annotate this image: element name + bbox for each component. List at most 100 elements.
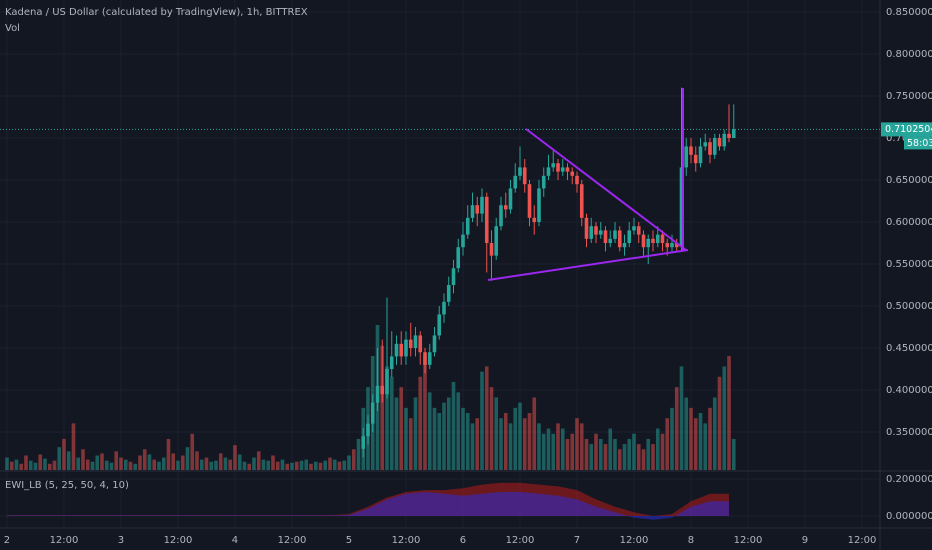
candle-body [684,146,689,168]
volume-bar [513,407,518,470]
volume-bar [674,387,679,470]
volume-bar [670,407,674,470]
indicator-area [7,492,729,520]
candle-body [660,234,665,244]
volume-bar [237,454,242,470]
candle-body [375,385,380,403]
volume-bar [128,461,133,470]
candle-body [427,352,432,365]
candle-body [513,175,518,189]
trend-line[interactable] [487,249,689,281]
candle-body [693,154,698,164]
volume-bar [660,433,665,470]
candle-body [480,196,484,214]
x-tick-label: 12:00 [278,535,307,546]
y-tick-label: 0.75000000 [886,91,932,102]
volume-bar [90,461,95,470]
volume-bar [66,451,71,470]
volume-bar [503,413,508,470]
candle-body [389,356,394,370]
x-tick-label: 12:00 [734,535,763,546]
volume-bar [157,461,161,470]
volume-bar [161,457,166,470]
x-tick-label: 3 [118,535,124,546]
candle-body [708,142,712,155]
x-tick-label: 8 [688,535,694,546]
candle-body [508,188,513,210]
volume-bar [442,402,446,470]
volume-bar [470,423,475,470]
y-tick-label: 0.55000000 [886,259,932,270]
volume-bar [81,449,85,470]
candle-body [546,167,551,176]
volume-bar [318,462,323,470]
candle-body [703,142,708,147]
volume-bar [708,407,712,470]
volume-bar [413,397,418,470]
volume-bar [731,438,736,470]
volume-bar [100,453,104,470]
candle-body [446,285,451,302]
candle-body [541,175,546,189]
volume-bar [190,433,195,470]
volume-bar [613,438,617,470]
volume-bar [171,453,176,470]
volume-bar [271,455,275,470]
volume-bar [641,449,646,470]
candle-body [470,205,475,218]
volume-bar [185,447,190,470]
candle-body [437,314,442,336]
volume-bar [180,455,185,470]
y-tick-label: 0.50000000 [886,301,932,312]
volume-bar [598,438,603,470]
volume-bar [299,460,304,470]
volume-bar [85,459,90,470]
candle-body [484,196,489,244]
volume-bar [636,444,641,470]
volume-bar [579,423,584,470]
candle-body [494,226,499,256]
candle-body [665,243,670,248]
volume-bar [461,407,465,470]
volume-bar [698,413,703,470]
volume-bar [342,460,347,470]
volume-bar [323,460,328,470]
candle-body [670,243,674,248]
x-tick-label: 2 [4,535,10,546]
volume-bar [95,455,100,470]
volume-bar [499,418,503,470]
chart-title: Kadena / US Dollar (calculated by Tradin… [5,7,308,18]
last-price-box [881,122,932,137]
volume-bar [280,459,285,470]
volume-bar [285,463,290,470]
volume-bar [266,460,271,470]
x-tick-label: 6 [460,535,466,546]
volume-bar [727,356,731,470]
y-tick-label: 0.45000000 [886,343,932,354]
volume-bar [76,457,81,470]
volume-bar [114,451,119,470]
volume-bar [214,460,218,470]
volume-bar [560,428,565,470]
candle-body [646,238,651,248]
y-tick-label: 0.65000000 [886,175,932,186]
candle-body [423,352,427,365]
candle-body [532,217,537,223]
volume-bar [261,459,266,470]
volume-bar [475,418,480,470]
volume-layer [5,325,736,470]
volume-bar [14,459,19,470]
volume-bar [627,438,632,470]
volume-bar [589,444,594,470]
trend-line[interactable] [525,128,687,251]
candle-body [408,339,413,349]
x-tick-label: 7 [574,535,580,546]
x-tick-label: 12:00 [392,535,421,546]
candle-body [689,146,693,155]
volume-bar [123,459,128,470]
volume-bar [556,423,560,470]
x-tick-label: 5 [346,535,352,546]
candle-body [556,163,560,172]
volume-bar [38,454,43,470]
